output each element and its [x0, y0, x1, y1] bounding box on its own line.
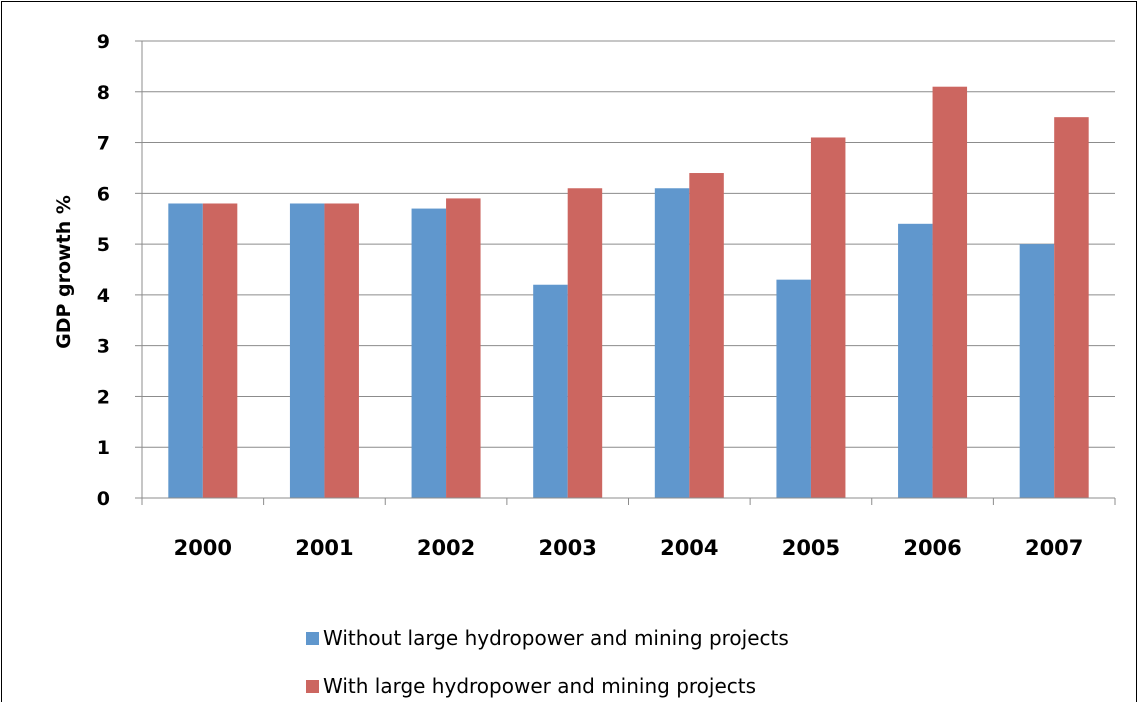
- bar-with-2006: [932, 86, 968, 498]
- legend-label: Without large hydropower and mining proj…: [323, 626, 789, 650]
- bar-with-2005: [810, 137, 846, 498]
- bar-with-2004: [689, 173, 724, 498]
- legend-swatch: [306, 680, 319, 693]
- bar-with-2003: [567, 188, 603, 498]
- bar-without-2005: [776, 279, 811, 498]
- x-tick-label: 2005: [782, 536, 840, 560]
- y-tick-label: 7: [97, 133, 110, 155]
- bar-without-2002: [411, 208, 447, 499]
- bar-without-2007: [1019, 244, 1055, 498]
- y-tick-label: 5: [97, 234, 110, 256]
- y-tick-label: 3: [97, 336, 110, 358]
- y-tick-label: 6: [97, 183, 110, 205]
- bar-with-2007: [1054, 117, 1089, 499]
- bars: [168, 86, 1089, 499]
- y-tick-label: 9: [97, 31, 110, 53]
- x-tick-label: 2001: [295, 536, 353, 560]
- y-tick-label: 0: [97, 488, 110, 510]
- x-tick-label: 2002: [417, 536, 475, 560]
- bar-with-2001: [324, 203, 359, 498]
- bar-without-2003: [533, 284, 568, 498]
- axes: [141, 41, 1116, 505]
- y-tick-label: 4: [97, 285, 110, 307]
- x-tick-labels: 2000 2001 2002 2003 2004 2005 2006 2007: [174, 536, 1084, 560]
- y-tick-label: 8: [97, 82, 110, 104]
- x-tick-label: 2003: [538, 536, 596, 560]
- gridlines: [135, 40, 1115, 499]
- legend-swatch: [306, 632, 319, 645]
- legend-label: With large hydropower and mining project…: [323, 674, 756, 698]
- y-tick-label: 2: [97, 386, 110, 408]
- y-tick-label: 1: [97, 437, 110, 459]
- legend: Without large hydropower and mining proj…: [306, 626, 789, 698]
- x-tick-label: 2000: [174, 536, 232, 560]
- x-tick-label: 2006: [903, 536, 961, 560]
- bar-without-2006: [898, 223, 933, 499]
- bar-with-2000: [202, 203, 238, 498]
- bar-without-2004: [654, 188, 690, 498]
- y-tick-labels: 0 1 2 3 4 5 6 7 8 9: [97, 31, 110, 510]
- x-tick-label: 2004: [660, 536, 718, 560]
- x-tick-label: 2007: [1025, 536, 1083, 560]
- bar-without-2000: [168, 203, 203, 498]
- y-axis-label: GDP growth %: [53, 195, 75, 349]
- bar-without-2001: [289, 203, 325, 498]
- bar-with-2002: [446, 198, 481, 498]
